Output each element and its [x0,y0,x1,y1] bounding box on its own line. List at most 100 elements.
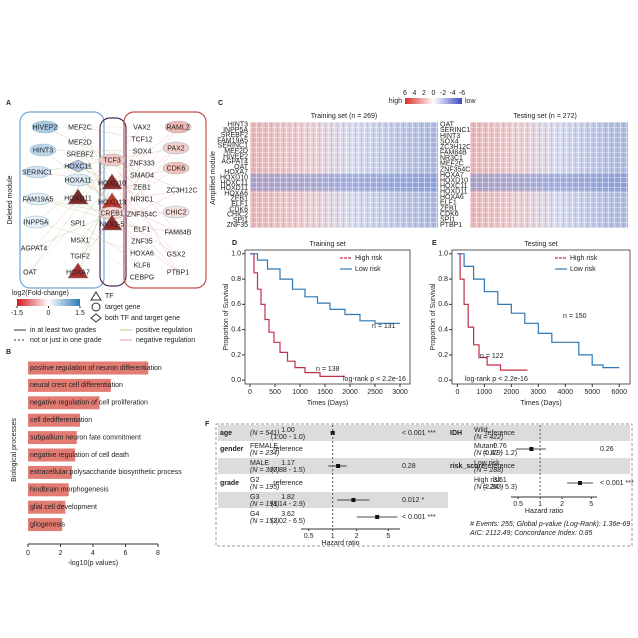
legend-label: positive regulation [136,327,193,334]
annotation: log-rank p < 2.2e-16 [343,376,406,383]
x-axis-title: Hazard ratio [321,540,359,547]
gene-label: FAM84B [165,229,192,236]
legend-label: Low risk [570,266,596,273]
gene-node [162,205,190,219]
x-tick-label: 1000 [292,389,308,396]
plot-frame [451,249,631,385]
heat-gene: CDK6 [229,206,248,213]
heat-gene: HOXC11 [221,180,249,187]
heat-gene: OAT [440,122,455,129]
p-value: 0.012 * [402,497,424,504]
gene-label: HOXA7 [66,269,90,276]
annotation: n = 131 [372,323,396,330]
hr-point [577,481,582,485]
hr-label: 1.00 [281,427,295,434]
gene-label: HOXC11 [64,163,92,170]
edge [111,212,177,255]
y-axis-title: Proportion of Survival [223,283,230,350]
ci-label: (2.34 - 5.3) [483,484,517,491]
deleted-label: Deleted module [7,175,14,224]
gene-label: PTBP1 [167,269,189,276]
heat-tick-label: -4 [449,90,455,97]
hr-point [375,515,380,519]
y-tick-label: 0.0 [438,377,448,384]
bar-label: extracellular polysaccharide biosyntheti… [30,469,182,476]
x-tick-label: 2 [560,501,564,508]
ci-label: (0.88 - 1.5) [271,467,305,474]
y-tick-label: 1.0 [438,251,448,258]
x-tick-label: 5000 [584,389,600,396]
gene-label: ZNF333 [129,160,154,167]
edge [111,147,177,203]
heat-gene: MEF2C [440,161,464,168]
x-tick-label: 2000 [504,389,520,396]
gene-label: MEF2D [68,139,92,146]
heat-title: Testing set (n = 272) [513,113,577,120]
bar [28,413,80,427]
heat-gene: SERINC1 [218,143,248,150]
gene-label: FAM19A5 [23,196,54,203]
edge [111,167,177,214]
survival-curve [250,253,345,377]
x-tick-label: 0 [248,389,252,396]
gene-node [101,173,123,190]
level: G4 [250,511,259,518]
gene-label: ZEB1 [133,184,151,191]
legend-label: High risk [355,255,383,262]
p-value: < 0.001 *** [600,480,634,487]
variable: age [220,430,232,437]
heat-colorbar [405,98,462,104]
heat-gene: CHIC2 [227,212,248,219]
reference: reference [273,446,303,453]
hr-label: 1.82 [281,494,295,501]
reference: reference [485,463,515,470]
heat-gene: AGPAT4 [221,159,248,166]
bar-label: negative regulation of cell proliferatio… [30,400,148,407]
legend-shape [90,313,102,323]
y-tick-label: 0.8 [438,276,448,283]
bar-label: glial cell development [30,504,97,511]
gene-label: SMAD4 [130,172,154,179]
gene-label: CEBPG [130,274,155,281]
level: G3 [250,494,259,501]
gene-label: VAX2 [133,124,150,131]
hr-point [351,498,356,502]
x-axis-title: Times (Days) [520,400,561,407]
panel-label: C [218,100,223,107]
edge [77,182,113,273]
heat-gene: HOXA7 [224,169,248,176]
x-tick-label: 1 [538,501,542,508]
x-tick-label: 1500 [317,389,333,396]
x-tick-label: 2000 [342,389,358,396]
edge [79,141,143,164]
edge [111,126,179,214]
survival-curve [250,253,400,324]
level: G2 [250,477,259,484]
gene-label: KLF6 [134,262,151,269]
edge [79,126,143,140]
gene-label: SPI1 [70,220,85,227]
heat-gene: ELF1 [231,201,248,208]
heat-gene: SPI1 [440,216,455,223]
footer: # Events: 255; Global p-value (Log-Rank)… [470,521,630,528]
heat-gene: ZC3H12C [440,144,471,151]
panel-label: F [205,421,210,428]
gene-label: HOXD10 [98,180,126,187]
gene-label: ZC3H12C [166,187,197,194]
gene-label: MSX1 [70,237,89,244]
n-label: (N = 288) [474,467,503,474]
testing-heatmap [470,122,628,228]
bar [28,518,63,532]
deleted-module-box [19,111,105,289]
bar [28,396,100,410]
n-label: (N = 195) [250,484,279,491]
heat-gene: HINT3 [440,133,460,140]
x-tick-label: 0 [455,389,459,396]
heat-gene: FAM84B [440,150,467,157]
colorbar-tick-label: 1.5 [75,310,85,317]
gene-label: TGIF2 [70,253,90,260]
heat-gene: HOXA7 [440,172,464,179]
edge [35,159,113,223]
gene-label: GSX2 [167,251,186,258]
heat-low: low [465,98,476,105]
